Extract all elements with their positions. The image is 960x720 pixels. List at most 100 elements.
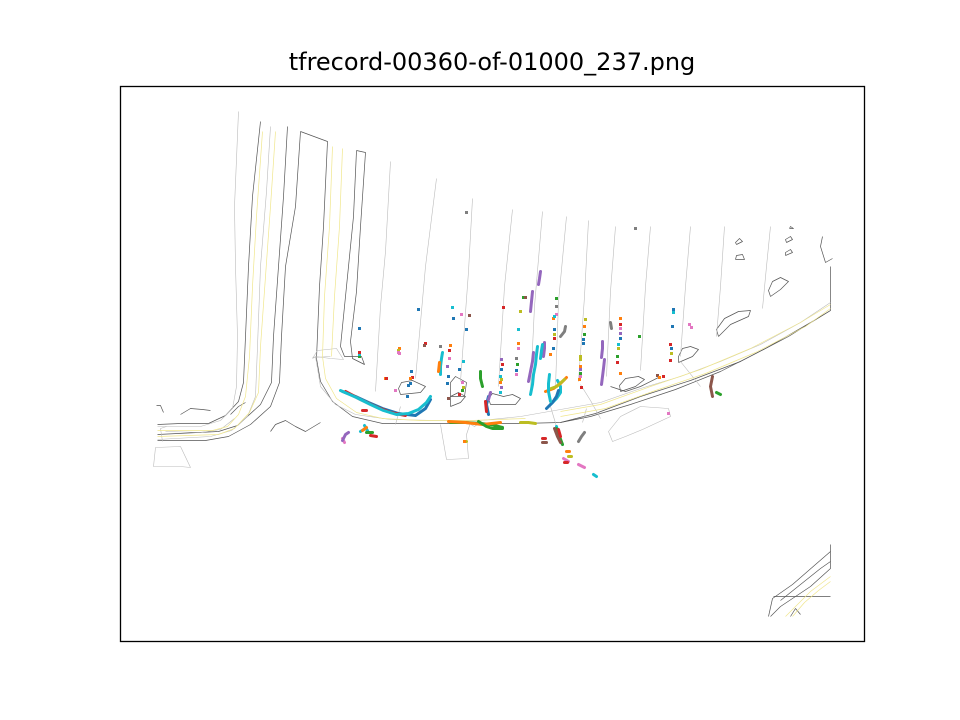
agent-marker-72	[619, 372, 622, 375]
map-road-edge-14	[789, 226, 794, 229]
agent-marker-26	[515, 373, 518, 376]
map-road-edge-8	[768, 277, 789, 297]
agent-trajectory-36	[479, 370, 484, 388]
map-lane-35	[375, 161, 391, 392]
agent-marker-94	[638, 335, 641, 338]
agent-trajectory-24	[557, 428, 562, 438]
map-lane-38	[498, 209, 513, 387]
agent-marker-35	[448, 349, 451, 352]
map-lane-48	[315, 356, 561, 421]
agent-marker-67	[619, 337, 622, 340]
agent-marker-23	[516, 363, 519, 366]
agent-marker-71	[616, 361, 619, 364]
agent-marker-54	[439, 345, 442, 348]
map-center-line-64	[560, 308, 831, 417]
agent-trajectory-10	[547, 378, 566, 391]
map-road-edge-18	[180, 408, 211, 415]
agent-marker-42	[458, 393, 461, 396]
agent-marker-13	[555, 297, 558, 300]
map-road-edge-20	[450, 392, 466, 407]
agent-trajectory-29	[562, 457, 570, 463]
agent-trajectory-16	[529, 290, 534, 313]
agent-marker-43	[461, 389, 464, 392]
agent-marker-31	[500, 378, 503, 381]
map-road-edge-29	[768, 551, 831, 617]
map-lane-58	[582, 408, 587, 423]
map-road-edge-9	[716, 310, 751, 337]
agent-marker-2	[452, 317, 455, 320]
agent-trajectory-12	[529, 345, 539, 396]
agent-marker-98	[662, 375, 665, 378]
map-lane-31	[157, 126, 271, 440]
map-layer	[153, 111, 833, 617]
agent-marker-36	[446, 365, 449, 368]
map-center-line-63	[560, 304, 831, 412]
agent-marker-41	[462, 386, 465, 389]
agent-marker-105	[463, 440, 466, 443]
agent-marker-6	[522, 296, 525, 299]
agent-marker-89	[669, 359, 672, 362]
agent-marker-58	[385, 377, 388, 380]
agent-marker-11	[552, 317, 555, 320]
map-lane-53	[580, 384, 601, 419]
agent-marker-65	[619, 327, 622, 330]
agent-marker-24	[515, 357, 518, 360]
agent-marker-91	[672, 311, 675, 314]
map-center-line-61	[322, 146, 526, 421]
axes-frame	[119, 85, 866, 643]
agent-marker-101	[358, 351, 361, 354]
map-center-line-60	[157, 131, 276, 437]
agent-marker-25	[515, 369, 518, 372]
map-lane-47	[165, 418, 235, 433]
agent-marker-44	[446, 382, 449, 385]
agent-marker-61	[409, 382, 412, 385]
agent-marker-62	[409, 377, 412, 380]
map-road-edge-23	[450, 376, 467, 397]
agent-marker-27	[500, 358, 503, 361]
map-road-edge-4	[270, 420, 321, 432]
agent-trajectory-11	[547, 373, 552, 403]
agent-trajectory-19	[609, 321, 613, 330]
agent-marker-19	[552, 347, 555, 350]
map-road-edge-15	[678, 346, 699, 363]
agent-marker-1	[451, 306, 454, 309]
agent-trajectory-21	[600, 358, 606, 386]
map-lane-32	[153, 446, 191, 468]
agent-marker-83	[583, 333, 586, 336]
agent-marker-63	[619, 317, 622, 320]
map-road-edge-10	[735, 254, 745, 260]
agent-marker-103	[465, 211, 468, 214]
agent-marker-64	[619, 323, 622, 326]
agent-marker-17	[553, 333, 556, 336]
map-road-edge-16	[619, 376, 645, 392]
agent-marker-84	[582, 338, 585, 341]
agent-marker-37	[462, 360, 465, 363]
agent-marker-52	[424, 342, 427, 345]
agent-marker-39	[461, 381, 464, 384]
agent-marker-87	[670, 347, 673, 350]
map-road-edge-25	[770, 544, 831, 617]
agent-marker-18	[553, 337, 556, 340]
map-lane-57	[550, 406, 557, 427]
agent-trajectory-4	[447, 420, 502, 426]
agent-marker-28	[501, 363, 504, 366]
agent-marker-7	[524, 296, 527, 299]
agent-marker-96	[667, 412, 670, 415]
agent-marker-74	[579, 358, 582, 361]
map-road-edge-13	[785, 249, 793, 256]
map-road-edge-6	[560, 310, 831, 423]
agent-marker-4	[468, 314, 471, 317]
agent-trajectory-47	[361, 426, 368, 432]
map-lane-51	[608, 406, 671, 442]
agent-marker-104	[634, 227, 637, 230]
agent-marker-3	[460, 313, 463, 316]
map-lane-50	[440, 422, 471, 460]
map-road-edge-22	[398, 380, 426, 395]
map-road-edge-12	[785, 236, 793, 243]
map-lane-40	[555, 216, 567, 387]
agent-marker-49	[411, 376, 414, 379]
marker-layer	[358, 211, 693, 443]
agent-marker-34	[499, 391, 502, 394]
agent-trajectory-45	[341, 431, 350, 442]
agent-trajectory-39	[487, 391, 492, 401]
